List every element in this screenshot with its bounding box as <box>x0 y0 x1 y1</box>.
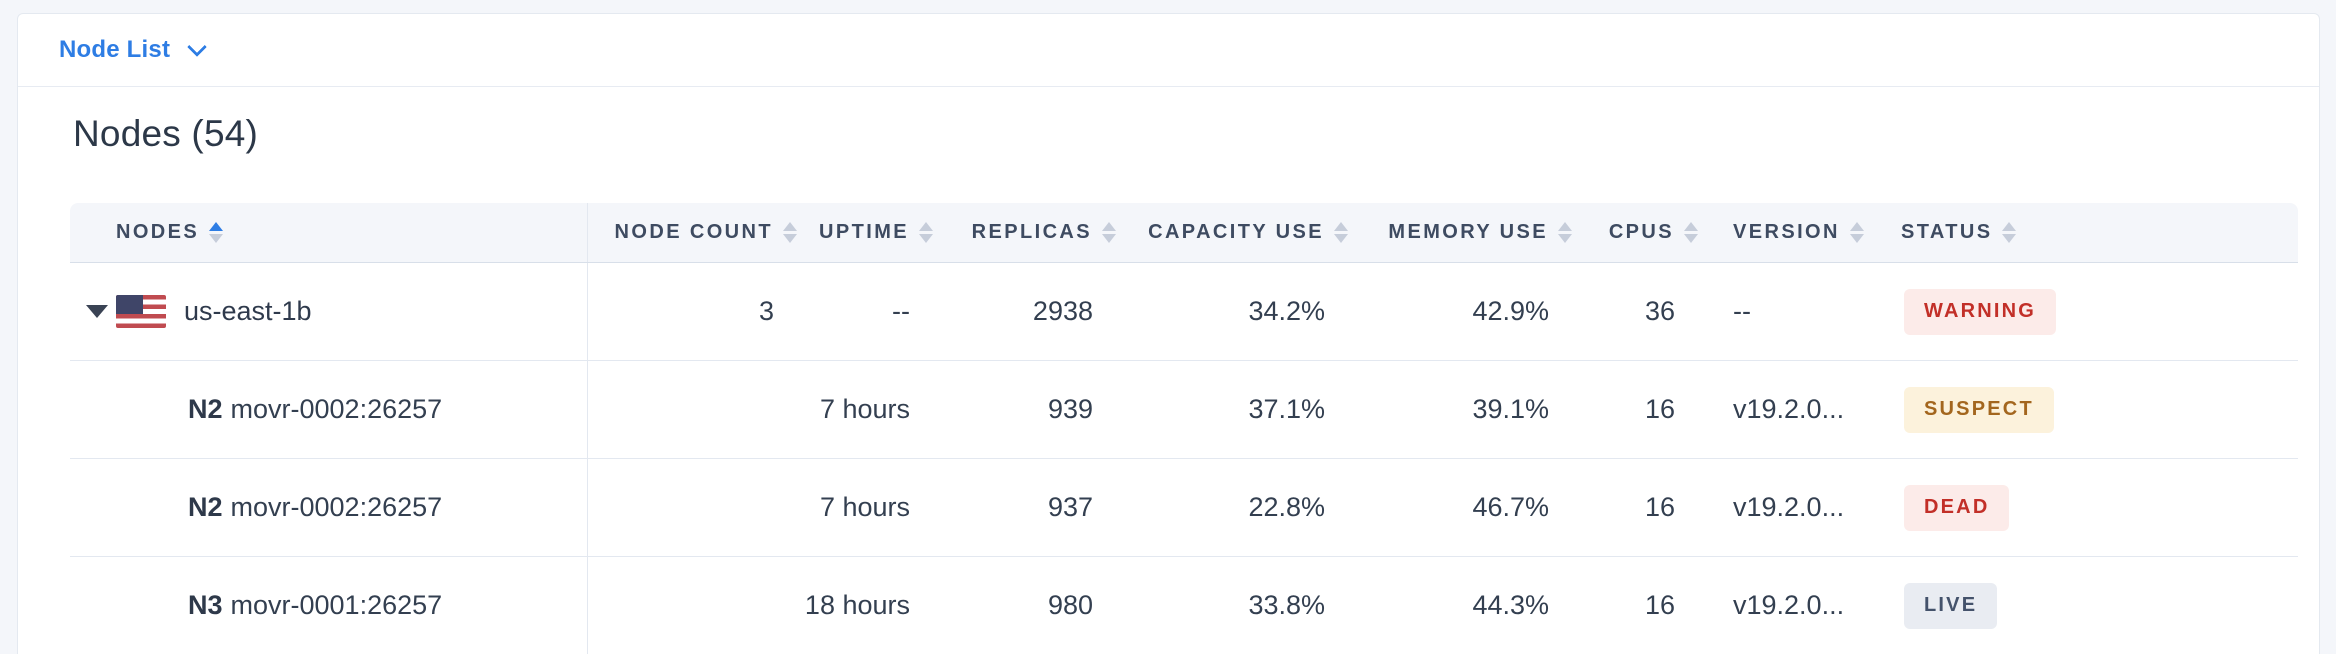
status-badge: WARNING <box>1904 288 2057 335</box>
collapse-caret-icon[interactable] <box>86 305 108 318</box>
status-badge: LIVE <box>1904 582 1998 629</box>
column-header-label: NODE COUNT <box>614 221 773 243</box>
node-cell: N2 movr-0002:26257 <box>70 361 588 458</box>
column-header-label: STATUS <box>1901 221 1993 243</box>
view-switcher-label: Node List <box>59 36 171 63</box>
cell-capacity-use: 37.1% <box>1248 394 1325 424</box>
sort-icon <box>1849 222 1864 243</box>
node-cell: N3 movr-0001:26257 <box>70 557 588 654</box>
node-label: N2 movr-0002:26257 <box>70 394 442 425</box>
view-switcher-dropdown[interactable]: Node List <box>59 36 208 64</box>
cell-status: LIVE <box>1872 557 2298 654</box>
status-badge: DEAD <box>1904 484 2010 531</box>
cell-uptime: 7 hours <box>819 394 910 424</box>
cell-status: SUSPECT <box>1872 361 2298 458</box>
table-header-row: NODES NODE COUNT UPTIME REPLICAS CAPACIT… <box>70 203 2298 263</box>
column-header-memory-use[interactable]: MEMORY USE <box>1356 203 1580 262</box>
column-header-label: CPUS <box>1608 221 1674 243</box>
node-label: N3 movr-0001:26257 <box>70 590 442 621</box>
cell-cpus: 16 <box>1644 590 1675 620</box>
column-header-label: UPTIME <box>819 221 909 243</box>
sort-icon <box>1102 222 1116 243</box>
cell-uptime: 18 hours <box>804 590 910 620</box>
column-header-label: MEMORY USE <box>1388 221 1548 243</box>
chevron-down-icon <box>187 37 208 57</box>
cell-cpus: 16 <box>1644 394 1675 424</box>
cell-capacity-use: 33.8% <box>1248 590 1325 620</box>
table-row-region[interactable]: us-east-1b 3 -- 2938 34.2% 42.9% 36 -- W… <box>70 263 2298 361</box>
node-label: N2 movr-0002:26257 <box>70 492 442 523</box>
column-header-label: CAPACITY USE <box>1148 221 1324 243</box>
status-badge: SUSPECT <box>1904 386 2054 433</box>
region-name: us-east-1b <box>184 296 312 326</box>
cell-node-count: 3 <box>758 296 774 326</box>
sort-icon <box>2002 222 2017 243</box>
cell-node-count <box>588 361 805 458</box>
cell-replicas: 937 <box>1047 492 1093 522</box>
cell-memory-use: 42.9% <box>1472 296 1549 326</box>
node-id: N3 <box>188 590 223 620</box>
column-header-label: NODES <box>116 221 200 243</box>
cell-node-count <box>588 557 805 654</box>
cell-version: -- <box>1733 296 1751 326</box>
region-cell: us-east-1b <box>70 263 588 360</box>
cell-capacity-use: 34.2% <box>1248 296 1325 326</box>
cell-status: WARNING <box>1872 263 2298 360</box>
view-switcher-bar: Node List <box>18 14 2319 87</box>
cell-version: v19.2.0... <box>1733 394 1845 424</box>
column-header-replicas[interactable]: REPLICAS <box>941 203 1124 262</box>
cell-node-count <box>588 459 805 556</box>
us-flag-icon <box>116 295 166 328</box>
cell-cpus: 36 <box>1644 296 1675 326</box>
sort-icon <box>1334 222 1348 243</box>
node-cell: N2 movr-0002:26257 <box>70 459 588 556</box>
column-header-label: VERSION <box>1733 221 1840 243</box>
column-header-version[interactable]: VERSION <box>1706 203 1872 262</box>
table-row-node[interactable]: N3 movr-0001:26257 18 hours 980 33.8% 44.… <box>70 557 2298 654</box>
node-address: movr-0002:26257 <box>230 394 443 424</box>
column-header-status[interactable]: STATUS <box>1872 203 2298 262</box>
nodes-table: NODES NODE COUNT UPTIME REPLICAS CAPACIT… <box>70 203 2298 654</box>
node-address: movr-0002:26257 <box>230 492 443 522</box>
column-header-nodes[interactable]: NODES <box>70 203 588 262</box>
cell-memory-use: 39.1% <box>1472 394 1549 424</box>
cell-uptime: -- <box>892 296 910 326</box>
table-row-node[interactable]: N2 movr-0002:26257 7 hours 939 37.1% 39.1… <box>70 361 2298 459</box>
cell-version: v19.2.0... <box>1733 492 1845 522</box>
node-address: movr-0001:26257 <box>230 590 443 620</box>
cell-replicas: 980 <box>1047 590 1093 620</box>
node-id: N2 <box>188 492 223 522</box>
sort-icon <box>1558 222 1572 243</box>
cell-capacity-use: 22.8% <box>1248 492 1325 522</box>
column-header-uptime[interactable]: UPTIME <box>805 203 941 262</box>
sort-icon <box>783 222 797 243</box>
cell-status: DEAD <box>1872 459 2298 556</box>
table-row-node[interactable]: N2 movr-0002:26257 7 hours 937 22.8% 46.7… <box>70 459 2298 557</box>
cell-version: v19.2.0... <box>1733 590 1845 620</box>
column-header-capacity-use[interactable]: CAPACITY USE <box>1124 203 1356 262</box>
column-header-label: REPLICAS <box>971 221 1092 243</box>
cell-replicas: 2938 <box>1032 296 1093 326</box>
sort-icon <box>919 222 933 243</box>
node-id: N2 <box>188 394 223 424</box>
sort-icon <box>209 222 224 243</box>
cell-memory-use: 44.3% <box>1472 590 1549 620</box>
content-card: Node List Nodes (54) NODES NODE COUNT UP… <box>17 13 2320 654</box>
page-title: Nodes (54) <box>73 113 259 154</box>
column-header-node-count[interactable]: NODE COUNT <box>588 203 805 262</box>
column-header-cpus[interactable]: CPUS <box>1580 203 1706 262</box>
cell-replicas: 939 <box>1047 394 1093 424</box>
cell-cpus: 16 <box>1644 492 1675 522</box>
cell-uptime: 7 hours <box>819 492 910 522</box>
sort-icon <box>1684 222 1698 243</box>
cell-memory-use: 46.7% <box>1472 492 1549 522</box>
